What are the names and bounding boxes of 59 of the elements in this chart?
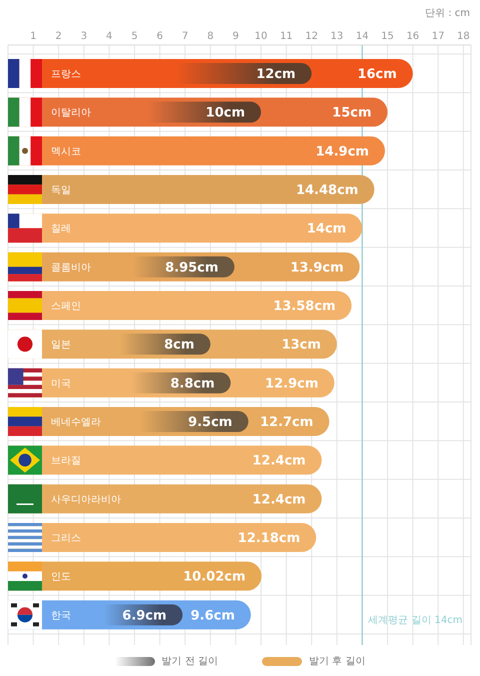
data-label: 14.9cm xyxy=(316,144,369,160)
legend-label: 발기 전 길이 xyxy=(162,655,218,668)
y-tick-label: 칠레 xyxy=(51,224,71,235)
ref-line-label: 세계평균 길이 14cm xyxy=(368,615,463,626)
data-label: 8.8cm xyxy=(170,376,215,392)
data-label: 10.02cm xyxy=(183,570,246,585)
y-tick-label: 인도 xyxy=(51,572,71,583)
y-tick-label: 그리스 xyxy=(51,533,81,544)
y-tick-label: 스페인 xyxy=(51,301,81,312)
y-tick-label: 이탈리아 xyxy=(51,108,91,119)
y-tick-label: 프랑스 xyxy=(51,69,81,80)
y-tick-label: 베네수엘라 xyxy=(51,417,101,428)
x-tick-label: 2 xyxy=(55,31,62,42)
y-tick-label: 사우디아라비아 xyxy=(51,494,121,506)
data-label: 12.4cm xyxy=(252,454,306,469)
x-tick-label: 3 xyxy=(80,31,88,42)
data-label: 8.95cm xyxy=(165,260,218,276)
x-tick-label: 15 xyxy=(381,31,394,42)
data-label: 12cm xyxy=(256,67,296,82)
x-tick-label: 13 xyxy=(330,31,344,42)
data-label: 12.9cm xyxy=(265,376,318,392)
x-tick-label: 12 xyxy=(305,31,318,42)
x-tick-label: 9 xyxy=(232,31,239,42)
y-tick-label: 독일 xyxy=(51,185,71,196)
x-tick-label: 16 xyxy=(406,31,420,42)
data-label: 10cm xyxy=(206,106,246,121)
data-label: 14.48cm xyxy=(296,183,358,198)
data-label: 9.5cm xyxy=(188,415,232,430)
x-tick-label: 8 xyxy=(207,31,214,42)
data-label: 13cm xyxy=(282,338,321,353)
x-tick-label: 4 xyxy=(106,31,112,42)
x-tick-label: 18 xyxy=(457,31,470,42)
data-label: 12.4cm xyxy=(252,492,306,508)
x-tick-label: 1 xyxy=(30,31,36,42)
y-tick-label: 미국 xyxy=(51,378,71,390)
data-label: 14cm xyxy=(306,222,346,237)
x-tick-label: 17 xyxy=(432,31,444,42)
y-tick-label: 콜롬비아 xyxy=(51,262,91,274)
data-label: 6.9cm xyxy=(122,608,167,624)
x-tick-label: 5 xyxy=(131,31,138,42)
text: 단위 : cm xyxy=(425,7,470,20)
data-label: 13.9cm xyxy=(290,260,344,276)
data-label: 9.6cm xyxy=(190,608,235,624)
y-tick-label: 멕시코 xyxy=(51,146,81,158)
data-label: 16cm xyxy=(357,67,397,82)
data-label: 12.7cm xyxy=(260,415,314,430)
y-tick-label: 일본 xyxy=(51,340,71,351)
x-tick-label: 11 xyxy=(280,31,293,42)
data-label: 13.58cm xyxy=(273,299,336,314)
data-label: 8cm xyxy=(164,338,194,353)
x-tick-label: 6 xyxy=(156,31,163,42)
data-label: 15cm xyxy=(332,106,372,121)
y-tick-label: 한국 xyxy=(51,610,71,622)
x-tick-label: 7 xyxy=(182,31,188,42)
y-tick-label: 브라질 xyxy=(51,456,81,467)
x-tick-label: 10 xyxy=(254,31,268,42)
legend-label: 발기 후 길이 xyxy=(309,655,366,668)
data-label: 12.18cm xyxy=(238,531,300,546)
x-tick-label: 14 xyxy=(356,31,369,42)
